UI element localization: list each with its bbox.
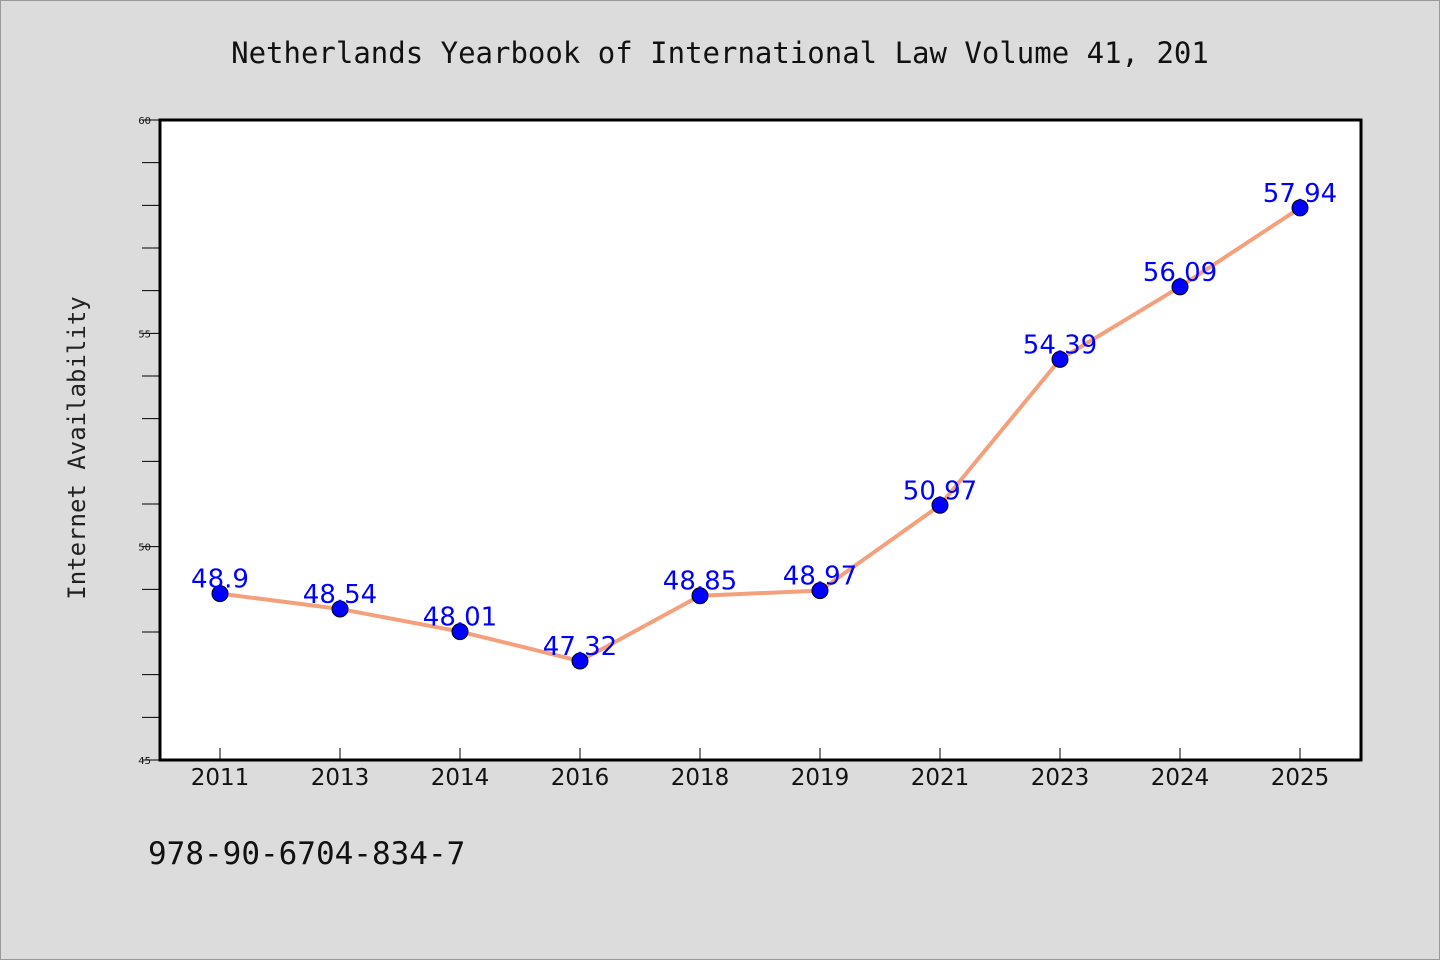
x-tick-label: 2024 bbox=[1151, 765, 1210, 791]
data-point bbox=[571, 652, 589, 670]
x-tick-label: 2014 bbox=[431, 765, 490, 791]
data-point bbox=[691, 587, 709, 605]
y-axis: 45 50 55 60 bbox=[138, 116, 159, 767]
x-tick-label: 2016 bbox=[551, 765, 610, 791]
y-tick-label: 55 bbox=[138, 329, 151, 340]
data-label: 47.32 bbox=[543, 632, 617, 662]
data-label: 48.85 bbox=[663, 567, 737, 597]
data-label: 48.9 bbox=[191, 565, 249, 595]
data-point bbox=[1291, 199, 1309, 217]
x-axis: 2011 2013 2014 2016 2018 2019 2021 2023 2024 2025 bbox=[191, 748, 1330, 791]
data-point bbox=[1051, 350, 1069, 368]
x-tick-label: 2011 bbox=[191, 765, 250, 791]
x-tick-label: 2025 bbox=[1271, 765, 1330, 791]
data-point bbox=[451, 623, 469, 641]
data-label: 48.01 bbox=[423, 603, 497, 633]
x-tick-label: 2018 bbox=[671, 765, 730, 791]
data-point bbox=[931, 496, 949, 514]
data-label: 48.54 bbox=[303, 580, 377, 610]
data-point bbox=[1171, 278, 1189, 296]
x-tick-label: 2013 bbox=[311, 765, 370, 791]
series-group: 48.9 48.54 48.01 47.32 48.85 48.97 50.97 54.39 5… bbox=[191, 179, 1337, 670]
y-axis-label: Internet Availability bbox=[63, 296, 91, 599]
data-label: 50.97 bbox=[903, 476, 977, 506]
footer-isbn: 978-90-6704-834-7 bbox=[148, 836, 465, 872]
data-label: 54.39 bbox=[1023, 330, 1097, 360]
data-point bbox=[211, 585, 229, 603]
data-point bbox=[331, 600, 349, 618]
data-point bbox=[811, 582, 829, 600]
x-tick-label: 2021 bbox=[911, 765, 970, 791]
x-tick-label: 2019 bbox=[791, 765, 850, 791]
chart-title: Netherlands Yearbook of International La… bbox=[231, 36, 1209, 70]
data-label: 57.94 bbox=[1263, 179, 1337, 209]
y-tick-label: 60 bbox=[138, 116, 151, 127]
y-tick-label: 45 bbox=[138, 756, 151, 767]
x-tick-label: 2023 bbox=[1031, 765, 1090, 791]
plot-area bbox=[158, 118, 1363, 762]
y-tick-label: 50 bbox=[138, 543, 151, 554]
data-label: 56.09 bbox=[1143, 258, 1217, 288]
data-label: 48.97 bbox=[783, 562, 857, 592]
series-line bbox=[219, 206, 1302, 664]
